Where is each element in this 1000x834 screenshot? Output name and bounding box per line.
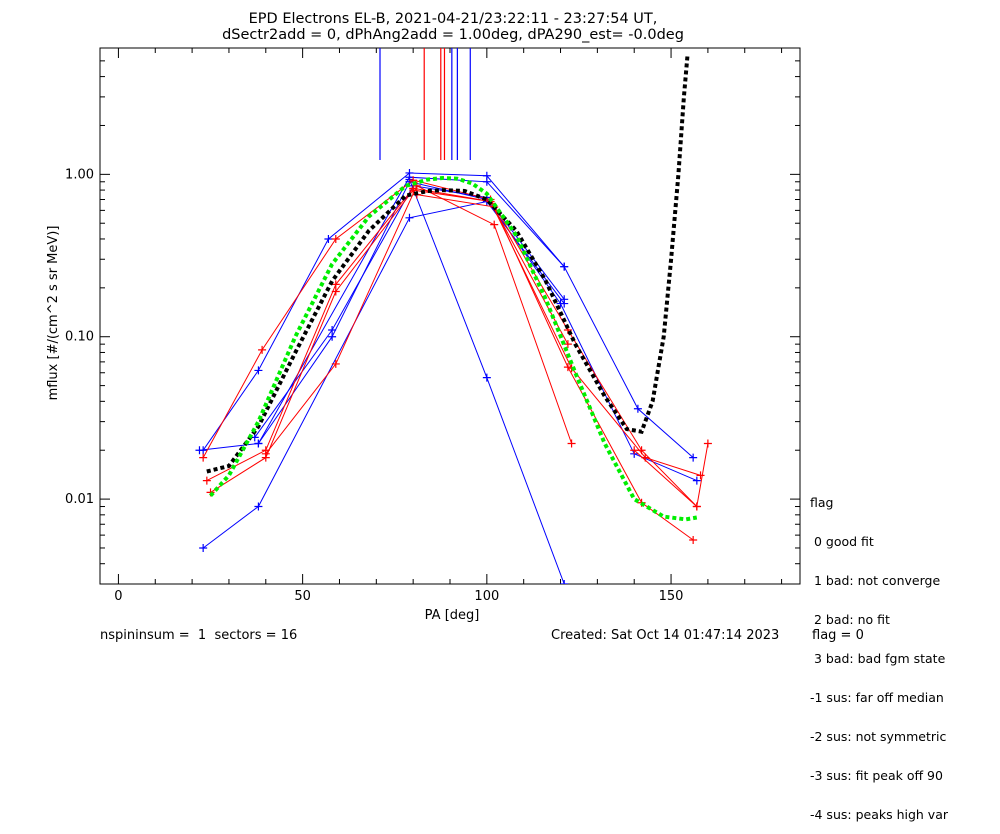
data-layer (195, 53, 712, 584)
x-tick-label: 50 (294, 589, 311, 604)
data-point (490, 220, 499, 229)
data-point (199, 446, 208, 455)
data-point (692, 476, 701, 485)
y-tick-label: 0.01 (65, 492, 94, 507)
data-point (202, 476, 211, 485)
data-point (324, 234, 333, 243)
data-point (261, 449, 270, 458)
data-point (689, 453, 698, 462)
data-point (199, 453, 208, 462)
data-point (412, 181, 421, 190)
data-point (405, 213, 414, 222)
flag-legend-item: 0 good fit (810, 534, 874, 549)
x-tick-label: 150 (659, 589, 684, 604)
flag-legend: flag 0 good fit 1 bad: not converge 2 ba… (810, 470, 948, 834)
data-point (482, 373, 491, 382)
data-point (560, 295, 569, 304)
data-point (482, 171, 491, 180)
x-tick-label: 0 (114, 589, 122, 604)
flag-legend-item: 3 bad: bad fgm state (810, 651, 946, 666)
chart-title: EPD Electrons EL-B, 2021-04-21/23:22:11 … (249, 11, 658, 27)
flag-legend-item: -3 sus: fit peak off 90 (810, 768, 943, 783)
data-point (254, 502, 263, 511)
series-line (202, 172, 694, 458)
y-tick-label: 1.00 (65, 167, 94, 182)
series-line (210, 189, 701, 493)
x-axis-label: PA [deg] (425, 608, 480, 623)
series-line (206, 187, 569, 482)
data-point (633, 404, 642, 413)
series-line (257, 181, 697, 482)
data-point (328, 332, 337, 341)
data-point (630, 446, 639, 455)
data-point (696, 471, 705, 480)
data-point (254, 366, 263, 375)
series-line (416, 194, 694, 541)
footer-flag: flag = 0 (812, 628, 864, 643)
fit-curve (209, 175, 698, 522)
data-point (560, 580, 569, 584)
data-point (331, 234, 340, 243)
flag-legend-item: 1 bad: not converge (810, 573, 941, 588)
data-point (563, 340, 572, 349)
data-point (328, 326, 337, 335)
data-point (560, 262, 569, 271)
x-tick-label: 100 (474, 589, 499, 604)
data-point (331, 359, 340, 368)
chart: EPD Electrons EL-B, 2021-04-21/23:22:11 … (46, 11, 801, 623)
plot-area: 0 50 100 150 0.01 0.10 1.00 (65, 47, 801, 604)
data-point (567, 439, 576, 448)
y-tick-label: 0.10 (65, 330, 94, 345)
series-line (202, 179, 698, 507)
data-point (556, 299, 565, 308)
data-point (331, 280, 340, 289)
flag-legend-heading: flag (810, 495, 834, 510)
flag-legend-item: -2 sus: not symmetric (810, 729, 947, 744)
data-point (254, 439, 263, 448)
data-point (405, 175, 414, 184)
data-point (689, 535, 698, 544)
flag-legend-item: -1 sus: far off median (810, 690, 944, 705)
footer-spin-info: nspininsum = 1 sectors = 16 (100, 628, 298, 643)
footer-created: Created: Sat Oct 14 01:47:14 2023 (551, 628, 780, 643)
chart-subtitle: dSectr2add = 0, dPhAng2add = 1.00deg, dP… (222, 27, 684, 43)
flag-legend-item: 2 bad: no fit (810, 612, 890, 627)
data-point (692, 502, 701, 511)
plot-frame (99, 47, 801, 585)
data-point (331, 287, 340, 296)
data-point (563, 363, 572, 372)
data-point (199, 543, 208, 552)
series-line (254, 185, 565, 438)
flag-legend-item: -4 sus: peaks high var (810, 807, 949, 822)
data-point (258, 345, 267, 354)
series-line (202, 200, 565, 549)
fit-curve (206, 53, 690, 474)
y-axis-label: mflux [#/(cm^2 s sr MeV)] (46, 226, 61, 401)
data-point (703, 439, 712, 448)
